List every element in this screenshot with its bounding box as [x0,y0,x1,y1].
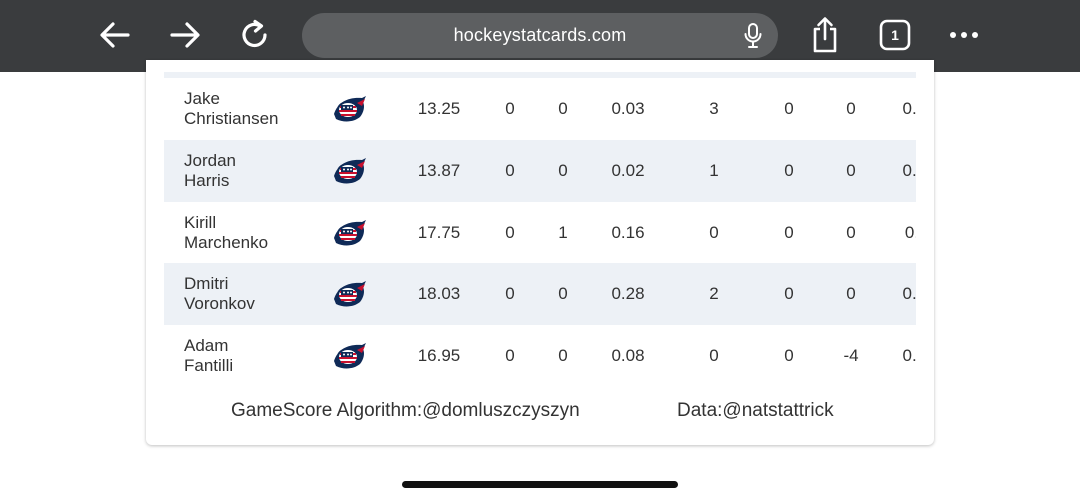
tab-count: 1 [891,27,899,43]
table-row-partial [164,72,916,78]
stat-cell-8: 0. [904,223,916,242]
team-logo-icon [332,218,368,248]
reload-icon[interactable] [235,14,275,56]
stat-cell-1: 13.25 [417,99,461,118]
share-icon[interactable] [805,14,845,56]
url-text[interactable]: hockeystatcards.com [453,25,627,45]
stat-cell-6: 0 [784,223,794,242]
stat-cell-7: 0 [846,284,856,303]
stat-cell-4: 0.03 [611,99,645,118]
stat-cell-2: 0 [505,223,515,242]
stat-cell-5: 2 [709,284,719,303]
stat-cell-8: 0.: [902,346,916,365]
stat-cell-8: 0.: [902,99,916,118]
back-arrow-icon[interactable] [95,14,135,56]
stat-cell-2: 0 [505,346,515,365]
stat-cell-3: 0 [558,346,568,365]
player-last-name: Christiansen [184,109,279,128]
team-logo-icon [332,279,368,309]
stat-cell-4: 0.16 [611,223,645,242]
stat-cell-7: -4 [843,346,859,365]
stat-cell-5: 0 [709,223,719,242]
stat-cell-6: 0 [784,99,794,118]
player-name: Adam Fantilli [184,336,314,376]
stat-cell-4: 0.28 [611,284,645,303]
address-bar[interactable]: hockeystatcards.com [302,13,778,58]
stat-cell-7: 0 [846,161,856,180]
stat-cell-7: 0 [846,99,856,118]
player-name: Jake Christiansen [184,89,314,129]
more-icon[interactable] [944,14,984,56]
stat-cell-5: 0 [709,346,719,365]
player-last-name: Harris [184,171,230,190]
stat-cell-1: 16.95 [417,346,461,365]
stat-cell-6: 0 [784,346,794,365]
stat-cell-5: 1 [709,161,719,180]
algorithm-credit: GameScore Algorithm:@domluszczyszyn [231,400,580,421]
stat-cell-6: 0 [784,161,794,180]
team-logo-icon [332,341,368,371]
microphone-icon[interactable] [738,21,768,51]
player-name: Kirill Marchenko [184,213,314,253]
stat-cell-4: 0.08 [611,346,645,365]
data-credit: Data:@natstattrick [677,400,834,421]
stat-cell-8: 0.: [902,161,916,180]
player-first-name: Jordan [184,151,236,170]
stat-cell-1: 17.75 [417,223,461,242]
stat-cell-2: 0 [505,99,515,118]
home-indicator [402,481,678,488]
forward-arrow-icon[interactable] [165,14,205,56]
player-name: Dmitri Voronkov [184,274,314,314]
stat-cell-1: 13.87 [417,161,461,180]
stat-cell-3: 0 [558,284,568,303]
player-last-name: Marchenko [184,233,269,252]
team-logo-icon [332,94,368,124]
stat-cell-2: 0 [505,161,515,180]
team-logo-icon [332,156,368,186]
player-first-name: Jake [184,89,220,108]
player-first-name: Dmitri [184,274,229,293]
stat-cell-5: 3 [709,99,719,118]
tabs-icon[interactable]: 1 [875,14,915,56]
player-first-name: Adam [184,336,229,355]
player-last-name: Fantilli [184,356,234,375]
stat-card [146,60,934,445]
stat-cell-4: 0.02 [611,161,645,180]
stat-cell-3: 0 [558,99,568,118]
stat-cell-3: 0 [558,161,568,180]
stat-cell-1: 18.03 [417,284,461,303]
player-first-name: Kirill [184,213,217,232]
stat-cell-6: 0 [784,284,794,303]
stat-cell-3: 1 [558,223,568,242]
player-name: Jordan Harris [184,151,314,191]
stat-cell-7: 0 [846,223,856,242]
stat-cell-2: 0 [505,284,515,303]
player-last-name: Voronkov [184,294,255,313]
stat-cell-8: 0.: [902,284,916,303]
